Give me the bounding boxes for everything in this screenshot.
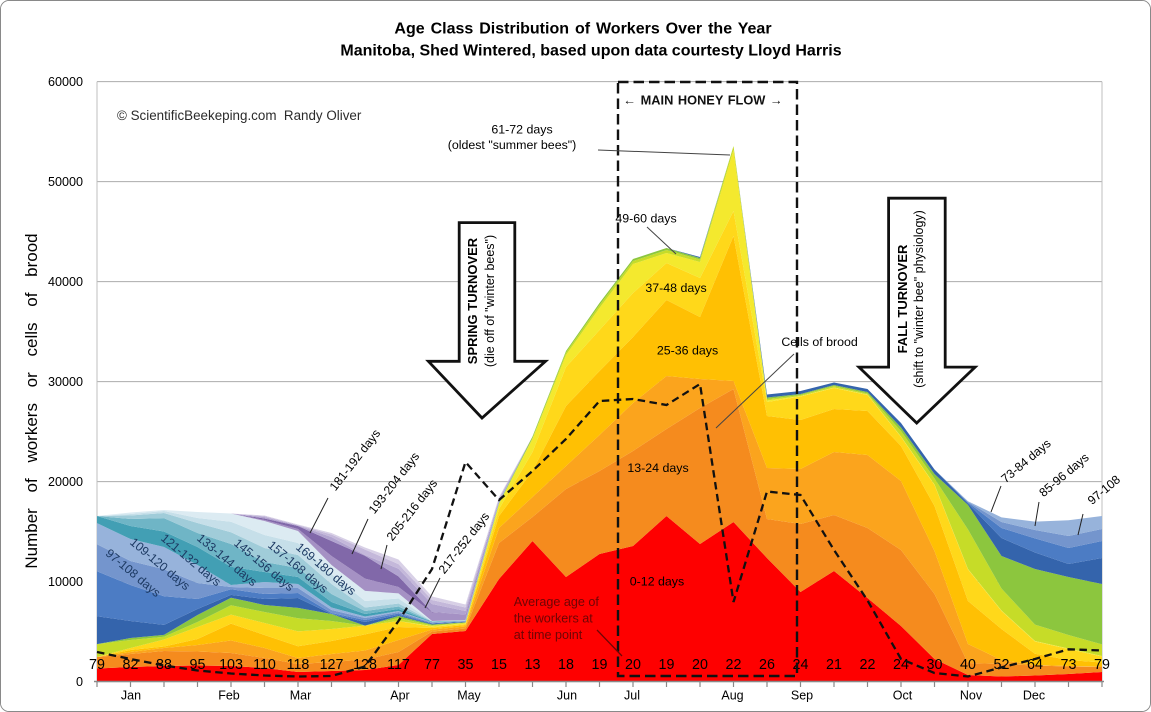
svg-text:35: 35 xyxy=(458,657,474,673)
svg-text:10000: 10000 xyxy=(48,575,83,589)
svg-text:117: 117 xyxy=(387,657,410,673)
svg-text:(shift to "winter bee" physiol: (shift to "winter bee" physiology) xyxy=(912,210,926,388)
svg-text:88: 88 xyxy=(156,657,172,673)
svg-text:15: 15 xyxy=(491,657,507,673)
svg-text:24: 24 xyxy=(793,657,809,673)
svg-text:© ScientificBeekeping.com Ran: © ScientificBeekeping.com Randy Oliver xyxy=(117,108,362,123)
svg-text:49-60 days: 49-60 days xyxy=(615,212,676,226)
svg-text:(oldest "summer bees"): (oldest "summer bees") xyxy=(448,138,577,152)
svg-text:20000: 20000 xyxy=(48,475,83,489)
svg-text:30000: 30000 xyxy=(48,375,83,389)
svg-text:13: 13 xyxy=(525,657,541,673)
svg-text:FALL TURNOVER: FALL TURNOVER xyxy=(895,244,910,353)
svg-text:Average age of: Average age of xyxy=(514,595,600,609)
svg-text:127: 127 xyxy=(320,657,344,673)
svg-text:19: 19 xyxy=(659,657,675,673)
svg-text:103: 103 xyxy=(219,657,243,673)
svg-text:Dec: Dec xyxy=(1023,689,1045,703)
svg-text:0-12 days: 0-12 days xyxy=(630,575,684,589)
svg-text:May: May xyxy=(457,689,481,703)
svg-text:61-72 days: 61-72 days xyxy=(491,122,552,136)
svg-text:40000: 40000 xyxy=(48,275,83,289)
svg-text:24: 24 xyxy=(893,657,909,673)
svg-text:Cells of brood: Cells of brood xyxy=(781,335,858,349)
svg-text:Jun: Jun xyxy=(557,689,577,703)
svg-text:25-36 days: 25-36 days xyxy=(657,344,718,358)
svg-text:0: 0 xyxy=(76,675,83,689)
svg-text:at time point: at time point xyxy=(514,628,583,642)
svg-text:Nov: Nov xyxy=(960,689,983,703)
svg-text:18: 18 xyxy=(558,657,574,673)
svg-text:Feb: Feb xyxy=(218,689,240,703)
svg-text:110: 110 xyxy=(253,657,276,673)
svg-text:30: 30 xyxy=(927,657,943,673)
svg-text:Manitoba, Shed Wintered, based: Manitoba, Shed Wintered, based upon data… xyxy=(340,43,841,60)
svg-text:77: 77 xyxy=(424,657,440,673)
svg-text:52: 52 xyxy=(994,657,1010,673)
svg-text:82: 82 xyxy=(123,657,139,673)
svg-text:Apr: Apr xyxy=(390,689,409,703)
svg-text:← MAIN HONEY FLOW →: ← MAIN HONEY FLOW → xyxy=(623,93,782,108)
svg-text:Aug: Aug xyxy=(721,689,743,703)
svg-text:the workers at: the workers at xyxy=(514,612,594,626)
svg-text:21: 21 xyxy=(826,657,842,673)
svg-text:Oct: Oct xyxy=(893,689,913,703)
svg-text:64: 64 xyxy=(1027,657,1043,673)
svg-text:20: 20 xyxy=(692,657,708,673)
svg-text:Number of workers or cells: Number of workers or cells of brood xyxy=(22,233,41,568)
svg-text:22: 22 xyxy=(726,657,742,673)
svg-text:60000: 60000 xyxy=(48,75,83,89)
svg-text:(die off of "winter bees"): (die off of "winter bees") xyxy=(483,235,497,367)
svg-text:13-24 days: 13-24 days xyxy=(627,461,688,475)
svg-text:20: 20 xyxy=(625,657,641,673)
svg-text:40: 40 xyxy=(960,657,976,673)
svg-text:26: 26 xyxy=(759,657,775,673)
svg-text:Sep: Sep xyxy=(791,689,813,703)
svg-text:118: 118 xyxy=(287,657,310,673)
svg-text:37-48 days: 37-48 days xyxy=(645,281,706,295)
svg-text:79: 79 xyxy=(1094,657,1110,673)
svg-text:Mar: Mar xyxy=(290,689,312,703)
svg-text:Jan: Jan xyxy=(121,689,141,703)
svg-text:128: 128 xyxy=(353,657,377,673)
svg-text:Jul: Jul xyxy=(624,689,640,703)
svg-text:Age Class Distribution of Wor: Age Class Distribution of Workers Over t… xyxy=(394,21,771,38)
svg-text:SPRING TURNOVER: SPRING TURNOVER xyxy=(465,237,480,364)
svg-text:50000: 50000 xyxy=(48,175,83,189)
svg-text:19: 19 xyxy=(592,657,608,673)
svg-text:79: 79 xyxy=(89,657,105,673)
svg-text:73: 73 xyxy=(1061,657,1077,673)
svg-text:22: 22 xyxy=(860,657,876,673)
